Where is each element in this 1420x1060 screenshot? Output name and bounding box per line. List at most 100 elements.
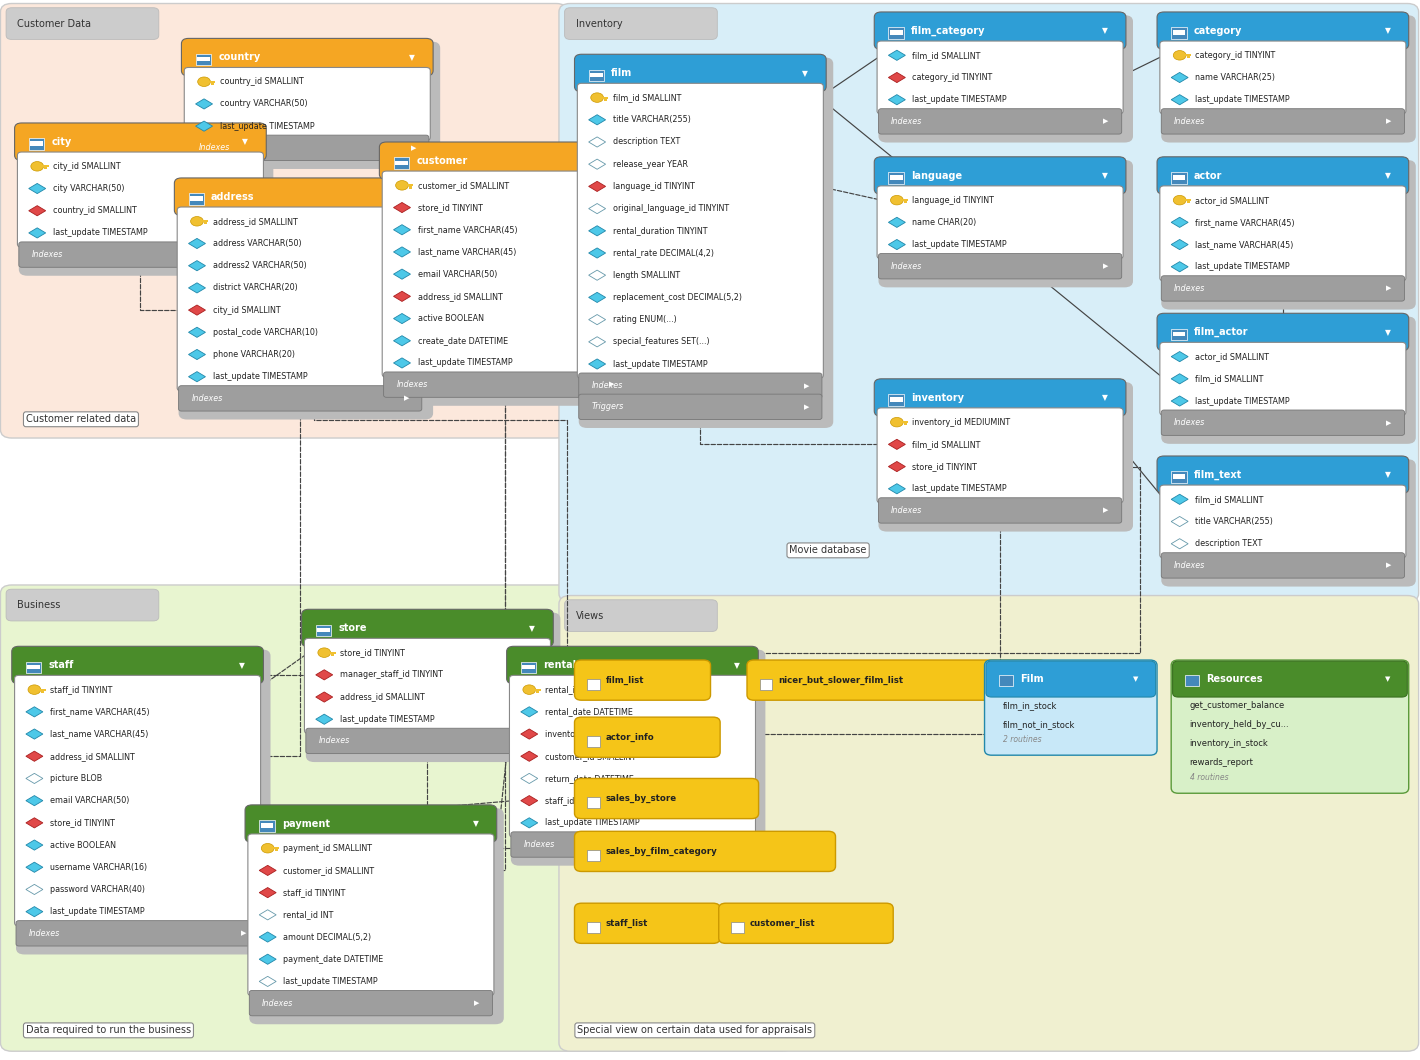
Circle shape [396,180,409,190]
Polygon shape [393,225,410,235]
FancyBboxPatch shape [14,675,261,926]
Text: Indexes: Indexes [199,143,230,153]
FancyBboxPatch shape [579,373,822,399]
Text: ▶: ▶ [403,395,409,402]
Bar [998,675,1012,687]
Bar [604,99,606,101]
Text: amount DECIMAL(5,2): amount DECIMAL(5,2) [283,933,372,941]
Text: ▼: ▼ [1384,328,1390,336]
Polygon shape [589,337,605,347]
Polygon shape [521,796,538,806]
Bar [900,199,909,201]
FancyBboxPatch shape [575,54,826,92]
Text: inventory_held_by_cu...: inventory_held_by_cu... [1190,720,1289,729]
FancyBboxPatch shape [182,38,433,76]
Polygon shape [393,314,410,323]
Polygon shape [189,238,206,248]
FancyBboxPatch shape [305,613,561,762]
Text: Indexes: Indexes [1174,419,1206,427]
FancyBboxPatch shape [186,135,429,160]
FancyBboxPatch shape [1160,186,1406,281]
Polygon shape [1172,396,1189,406]
Bar [905,423,907,425]
Text: Indexes: Indexes [1174,284,1206,293]
Text: address_id SMALLINT: address_id SMALLINT [50,752,135,761]
Bar [40,165,48,167]
Bar [532,689,541,691]
Text: address: address [212,192,254,201]
Text: actor_id SMALLINT: actor_id SMALLINT [1196,352,1269,361]
Text: ▶: ▶ [1103,263,1109,269]
Text: last_update TIMESTAMP: last_update TIMESTAMP [545,818,639,828]
Text: film_id SMALLINT: film_id SMALLINT [913,51,981,59]
Bar [1172,172,1187,183]
Text: ▼: ▼ [1133,676,1139,682]
FancyBboxPatch shape [878,41,1123,114]
Text: store_id TINYINT: store_id TINYINT [339,648,405,657]
Circle shape [890,195,903,205]
Polygon shape [260,954,275,965]
Text: Resources: Resources [1207,674,1262,684]
FancyBboxPatch shape [579,394,822,420]
FancyBboxPatch shape [0,585,794,1052]
FancyBboxPatch shape [1160,485,1406,558]
Bar [331,654,334,656]
Text: active BOOLEAN: active BOOLEAN [50,841,116,849]
Text: customer: customer [416,156,467,165]
Text: last_update TIMESTAMP: last_update TIMESTAMP [50,907,145,916]
Text: film_id SMALLINT: film_id SMALLINT [913,440,981,448]
FancyBboxPatch shape [875,12,1126,50]
Polygon shape [26,840,43,850]
Text: rewards_report: rewards_report [1190,758,1254,767]
Text: last_name VARCHAR(45): last_name VARCHAR(45) [417,247,515,257]
Bar [327,652,335,654]
Bar [261,824,273,828]
Bar [523,665,535,669]
FancyBboxPatch shape [383,145,638,406]
Circle shape [523,685,535,694]
Polygon shape [1172,262,1189,271]
Polygon shape [260,865,275,876]
FancyBboxPatch shape [507,647,758,684]
Text: language: language [912,171,963,180]
FancyBboxPatch shape [250,808,504,1024]
Polygon shape [1172,217,1189,228]
FancyBboxPatch shape [1157,456,1409,494]
Text: language_id TINYINT: language_id TINYINT [913,196,994,205]
Text: Indexes: Indexes [592,382,623,390]
Text: length SMALLINT: length SMALLINT [612,270,680,280]
FancyBboxPatch shape [1162,552,1404,578]
FancyBboxPatch shape [575,903,720,943]
FancyBboxPatch shape [747,660,1047,701]
FancyBboxPatch shape [575,660,710,701]
Text: postal_code VARCHAR(10): postal_code VARCHAR(10) [213,328,318,337]
Text: customer_id SMALLINT: customer_id SMALLINT [417,181,508,190]
Text: address_id SMALLINT: address_id SMALLINT [417,292,503,301]
Text: last_name VARCHAR(45): last_name VARCHAR(45) [50,729,148,739]
FancyBboxPatch shape [17,152,264,247]
Text: ▼: ▼ [606,156,613,165]
Text: ▶: ▶ [531,738,537,744]
Text: get_customer_balance: get_customer_balance [1190,701,1285,710]
Text: film_category: film_category [912,25,985,36]
Text: sales_by_store: sales_by_store [605,794,677,803]
Polygon shape [260,887,275,898]
Bar [1173,332,1186,336]
FancyBboxPatch shape [1162,15,1416,142]
Text: Special view on certain data used for appraisals: Special view on certain data used for ap… [578,1025,812,1036]
Polygon shape [393,202,410,213]
Text: city_id SMALLINT: city_id SMALLINT [213,305,280,315]
Text: last_update TIMESTAMP: last_update TIMESTAMP [913,484,1007,493]
Polygon shape [26,817,43,828]
Text: actor_id SMALLINT: actor_id SMALLINT [1196,196,1269,205]
Text: staff: staff [48,660,74,670]
Text: ▶: ▶ [609,382,613,388]
Text: city VARCHAR(50): city VARCHAR(50) [53,184,125,193]
Text: last_update TIMESTAMP: last_update TIMESTAMP [612,359,707,369]
Text: name CHAR(20): name CHAR(20) [913,218,977,227]
FancyBboxPatch shape [301,610,554,647]
Text: ▼: ▼ [1384,471,1390,479]
FancyBboxPatch shape [18,126,273,276]
Text: ▶: ▶ [804,383,809,389]
FancyBboxPatch shape [1160,342,1406,416]
